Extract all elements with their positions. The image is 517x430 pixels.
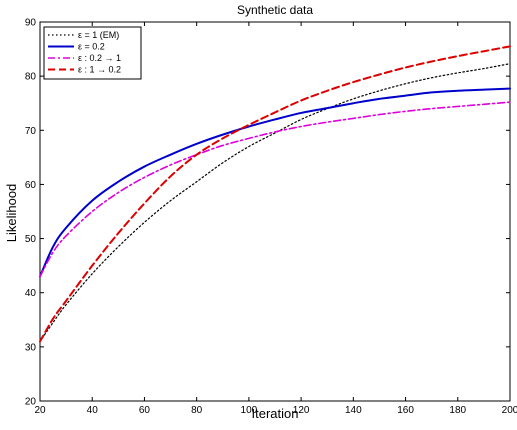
x-tick-label: 180: [449, 405, 466, 416]
legend-label-1: ε = 1 (EM): [78, 30, 119, 40]
x-tick-label: 80: [191, 405, 203, 416]
series-line-2: [39, 87, 511, 278]
legend-label-3: ε : 0.2 → 1: [78, 53, 121, 63]
y-tick-label: 40: [25, 288, 37, 299]
x-tick-label: 100: [241, 405, 258, 416]
x-tick-label: 20: [34, 405, 46, 416]
chart-title: Synthetic data: [237, 3, 313, 17]
series-line-3: [39, 101, 511, 278]
x-tick-label: 60: [139, 405, 151, 416]
x-tick-label: 40: [87, 405, 99, 416]
x-tick-label: 120: [293, 405, 310, 416]
y-tick-label: 60: [25, 180, 37, 191]
y-tick-label: 90: [25, 18, 37, 29]
series-line-1: [39, 63, 511, 343]
x-tick-label: 140: [345, 405, 362, 416]
legend-label-2: ε = 0.2: [78, 42, 105, 52]
x-tick-label: 200: [502, 405, 517, 416]
y-tick-label: 80: [25, 72, 37, 83]
series-line-4: [39, 45, 511, 343]
legend-label-4: ε : 1 → 0.2: [78, 65, 121, 75]
y-tick-label: 20: [25, 397, 37, 408]
x-tick-label: 160: [397, 405, 414, 416]
y-tick-label: 70: [25, 126, 37, 137]
legend: ε = 1 (EM) ε = 0.2ε : 0.2 → 1 ε : 1 → 0.2: [43, 26, 142, 80]
y-tick-label: 30: [25, 342, 37, 353]
y-tick-label: 50: [25, 234, 37, 245]
plot-frame: [39, 21, 511, 402]
x-axis-label: Iteration: [252, 406, 299, 421]
y-axis-label: Likelihood: [4, 184, 19, 243]
